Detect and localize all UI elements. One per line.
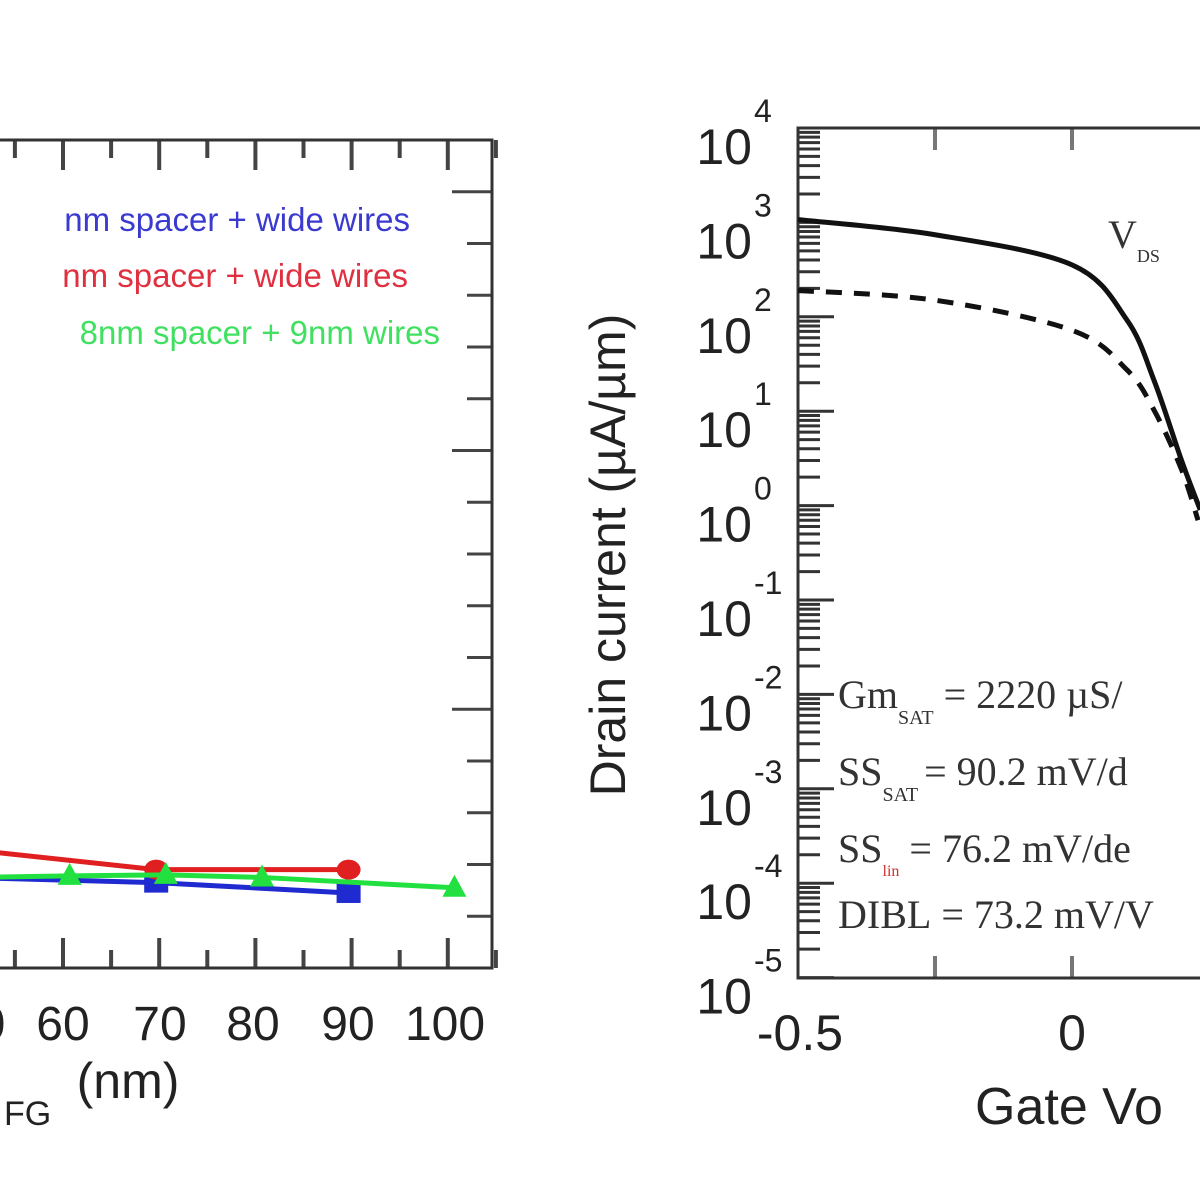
y-tick-label-exponent: -5 [754, 943, 782, 979]
right-series [797, 217, 1200, 521]
y-tick-label-exponent: 3 [754, 187, 772, 223]
y-tick-label-base: 10 [696, 308, 752, 364]
x-axis-label: (nm) [77, 1053, 180, 1109]
dibl-annotation: DIBL = 73.2 mV/V [838, 892, 1154, 937]
annotations: VDS GmSAT= 2220 µS/ SSSAT= 90.2 mV/d SSl… [838, 212, 1160, 937]
y-tick-label-exponent: -1 [754, 565, 782, 601]
y-tick-label-base: 10 [696, 685, 752, 741]
y-tick-label-exponent: 2 [754, 282, 772, 318]
ss-sat-annotation: SSSAT= 90.2 mV/d [838, 749, 1128, 806]
x-tick-label: 80 [226, 998, 279, 1051]
series-curve-solid [797, 217, 1200, 511]
y-tick-label-base: 10 [696, 969, 752, 1025]
x-axis-label-subscript: FG [4, 1095, 51, 1133]
x-tick-label: 0 [1058, 1005, 1086, 1061]
x-tick-label: 60 [36, 998, 89, 1051]
legend-entry-red: nm spacer + wide wires [62, 257, 408, 294]
data-point-triangle [57, 862, 82, 885]
y-tick-label-exponent: -2 [754, 659, 782, 695]
data-point-circle [336, 859, 361, 880]
x-tick-label: 70 [133, 998, 186, 1051]
gm-sat-annotation: GmSAT= 2220 µS/ [838, 672, 1123, 729]
y-tick-label-exponent: -3 [754, 754, 782, 790]
data-point-triangle [153, 861, 178, 884]
right-plot-frame [796, 126, 1200, 980]
data-point-triangle [250, 864, 275, 887]
y-tick-label-exponent: 0 [754, 471, 772, 507]
series-curve-dashed [797, 287, 1200, 521]
vds-label: VDS [1108, 212, 1160, 266]
left-series [0, 850, 467, 903]
data-point-square [336, 882, 361, 903]
left-x-tick-labels: 0 60 70 80 90 100 [0, 998, 485, 1051]
y-tick-label-base: 10 [696, 402, 752, 458]
right-axis-ticks [798, 128, 1074, 980]
y-axis-label: Drain current (µA/µm) [580, 314, 636, 797]
ss-lin-annotation: SSlin= 76.2 mV/de [838, 826, 1131, 880]
data-point-triangle [442, 874, 467, 897]
left-plot-frame [0, 138, 494, 970]
y-tick-label-base: 10 [696, 497, 752, 553]
x-tick-label: 0 [0, 998, 5, 1051]
y-tick-label-base: 10 [696, 591, 752, 647]
legend-entry-blue: nm spacer + wide wires [64, 201, 410, 238]
y-tick-label-base: 10 [696, 874, 752, 930]
y-tick-label-base: 10 [696, 213, 752, 269]
x-axis-label: Gate Vo [975, 1078, 1163, 1136]
y-tick-label-exponent: 4 [754, 93, 772, 129]
y-tick-label-exponent: 1 [754, 376, 772, 412]
x-tick-label: 90 [321, 998, 374, 1051]
y-tick-label-exponent: -4 [754, 848, 782, 884]
x-tick-label: -0.5 [757, 1005, 843, 1061]
y-tick-label-base: 10 [696, 780, 752, 836]
series-line-1 [0, 850, 349, 873]
legend-entry-green: 8nm spacer + 9nm wires [80, 314, 440, 351]
x-tick-label: 100 [405, 998, 485, 1051]
y-tick-label-base: 10 [696, 119, 752, 175]
left-chart: nm spacer + wide wires nm spacer + wide … [0, 138, 498, 1133]
